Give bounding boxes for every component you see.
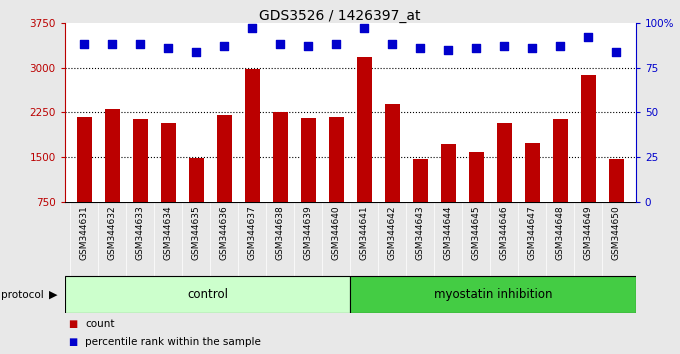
Bar	[581, 75, 596, 202]
Text: GSM344645: GSM344645	[472, 205, 481, 260]
Bar	[133, 119, 148, 202]
Point	[611, 49, 622, 55]
Point	[191, 49, 202, 55]
Text: GSM344646: GSM344646	[500, 205, 509, 260]
Text: GSM344636: GSM344636	[220, 205, 228, 260]
Text: GSM344650: GSM344650	[612, 205, 621, 260]
Text: GSM344633: GSM344633	[136, 205, 145, 260]
Point	[583, 34, 594, 40]
Text: GSM344632: GSM344632	[107, 205, 117, 260]
Bar	[609, 159, 624, 202]
Text: GSM344639: GSM344639	[304, 205, 313, 260]
Text: GSM344643: GSM344643	[415, 205, 425, 260]
Text: GSM344637: GSM344637	[248, 205, 257, 260]
Point	[247, 25, 258, 31]
Point	[135, 42, 146, 47]
Text: percentile rank within the sample: percentile rank within the sample	[85, 337, 261, 347]
Point	[471, 45, 481, 51]
Bar	[160, 123, 176, 202]
Text: ▶: ▶	[49, 290, 57, 300]
Text: GSM344642: GSM344642	[388, 205, 396, 260]
Text: count: count	[85, 319, 114, 329]
Point	[415, 45, 426, 51]
Text: GSM344631: GSM344631	[80, 205, 88, 260]
Bar	[188, 158, 204, 202]
Point	[498, 44, 509, 49]
Bar	[245, 69, 260, 202]
Point	[275, 42, 286, 47]
Bar	[105, 109, 120, 202]
Text: GSM344641: GSM344641	[360, 205, 369, 260]
Text: GSM344640: GSM344640	[332, 205, 341, 260]
Bar	[413, 159, 428, 202]
Bar	[65, 276, 350, 313]
Text: GSM344649: GSM344649	[583, 205, 593, 260]
Bar	[441, 144, 456, 202]
Point	[107, 42, 118, 47]
Point	[527, 45, 538, 51]
Point	[443, 47, 454, 53]
Bar	[384, 104, 400, 202]
Text: GSM344638: GSM344638	[275, 205, 285, 260]
Point	[555, 44, 566, 49]
Point	[219, 44, 230, 49]
Text: control: control	[187, 288, 228, 301]
Point	[387, 42, 398, 47]
Bar	[76, 117, 92, 202]
Point	[163, 45, 173, 51]
Point	[303, 44, 313, 49]
Bar	[553, 119, 568, 202]
Bar	[216, 115, 232, 202]
Text: GSM344644: GSM344644	[444, 205, 453, 260]
Bar	[301, 118, 316, 202]
Bar	[496, 122, 512, 202]
Point	[359, 25, 370, 31]
Bar	[356, 57, 372, 202]
Point	[79, 42, 90, 47]
Bar	[328, 118, 344, 202]
Bar	[273, 112, 288, 202]
Text: GDS3526 / 1426397_at: GDS3526 / 1426397_at	[259, 9, 421, 23]
Text: GSM344634: GSM344634	[164, 205, 173, 260]
Text: GSM344647: GSM344647	[528, 205, 537, 260]
Bar	[469, 152, 484, 202]
Bar	[524, 143, 540, 202]
Bar	[350, 276, 636, 313]
Point	[330, 42, 341, 47]
Text: GSM344635: GSM344635	[192, 205, 201, 260]
Text: myostatin inhibition: myostatin inhibition	[434, 288, 552, 301]
Text: protocol: protocol	[1, 290, 44, 300]
Text: GSM344648: GSM344648	[556, 205, 564, 260]
Text: ■: ■	[68, 337, 78, 347]
Text: ■: ■	[68, 319, 78, 329]
